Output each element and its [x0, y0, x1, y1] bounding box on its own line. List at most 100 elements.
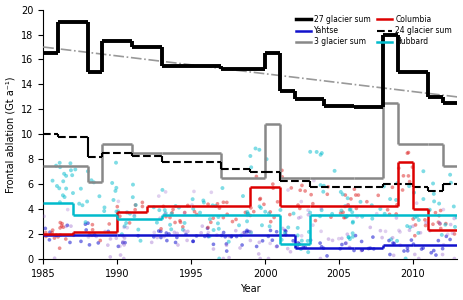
- Point: [352, 233, 359, 238]
- Point: [165, 232, 173, 236]
- Point: [56, 226, 64, 230]
- Point: [56, 160, 63, 165]
- Point: [119, 239, 127, 244]
- Point: [394, 181, 401, 186]
- Point: [437, 226, 444, 231]
- Y-axis label: Frontal ablation (Gt a⁻¹): Frontal ablation (Gt a⁻¹): [6, 76, 16, 193]
- Point: [233, 234, 240, 239]
- Point: [316, 214, 324, 219]
- Point: [435, 238, 442, 243]
- Point: [210, 247, 217, 251]
- Point: [82, 220, 89, 225]
- Point: [189, 206, 197, 211]
- Point: [179, 227, 187, 232]
- Point: [126, 211, 134, 216]
- Point: [358, 248, 365, 253]
- Point: [436, 221, 444, 226]
- Point: [119, 240, 126, 245]
- Point: [182, 232, 190, 237]
- Point: [346, 246, 353, 250]
- Point: [298, 233, 306, 238]
- Point: [247, 229, 255, 234]
- Point: [307, 149, 314, 154]
- Point: [253, 174, 260, 179]
- Point: [430, 191, 438, 196]
- Point: [176, 218, 184, 223]
- Point: [367, 246, 374, 250]
- Point: [346, 245, 353, 250]
- Point: [172, 240, 179, 245]
- Point: [157, 226, 165, 231]
- Point: [114, 209, 122, 214]
- Point: [228, 234, 235, 239]
- Point: [284, 188, 292, 192]
- Point: [118, 232, 125, 237]
- Point: [279, 226, 287, 231]
- Point: [242, 210, 249, 215]
- Point: [358, 214, 366, 219]
- Point: [115, 244, 122, 249]
- Point: [46, 237, 53, 242]
- Point: [243, 228, 250, 233]
- Point: [370, 247, 377, 251]
- Point: [258, 223, 266, 228]
- Point: [253, 244, 260, 249]
- Point: [412, 223, 419, 227]
- Point: [296, 242, 303, 247]
- Point: [282, 229, 289, 234]
- Point: [49, 228, 56, 232]
- Point: [390, 241, 398, 246]
- Point: [386, 212, 393, 217]
- Point: [363, 199, 370, 204]
- Point: [63, 173, 70, 178]
- Point: [157, 229, 164, 234]
- Point: [248, 165, 255, 170]
- Point: [442, 222, 449, 227]
- Point: [421, 218, 429, 222]
- Point: [181, 220, 188, 225]
- Point: [260, 202, 268, 207]
- Point: [317, 183, 324, 188]
- Point: [438, 232, 445, 237]
- Point: [163, 238, 170, 243]
- Point: [353, 206, 360, 211]
- Point: [410, 242, 417, 247]
- Point: [425, 208, 432, 213]
- Point: [150, 234, 157, 239]
- Point: [83, 199, 91, 204]
- Point: [220, 200, 227, 205]
- Point: [278, 168, 286, 173]
- Point: [206, 217, 213, 221]
- Point: [120, 256, 127, 261]
- Point: [399, 188, 406, 192]
- Point: [135, 227, 142, 232]
- Point: [408, 238, 415, 242]
- Point: [442, 221, 450, 226]
- Point: [193, 234, 200, 239]
- Point: [273, 244, 280, 249]
- Point: [181, 211, 188, 215]
- Point: [439, 252, 446, 257]
- Point: [108, 181, 116, 185]
- Point: [440, 242, 447, 247]
- Point: [132, 202, 139, 207]
- Point: [67, 161, 74, 166]
- Point: [69, 191, 77, 196]
- Point: [137, 238, 144, 243]
- Point: [243, 230, 250, 234]
- Point: [56, 233, 64, 238]
- Point: [46, 230, 54, 235]
- Point: [310, 178, 318, 183]
- Point: [415, 231, 422, 236]
- Point: [174, 243, 181, 248]
- Point: [282, 228, 289, 233]
- Point: [244, 219, 251, 224]
- Point: [367, 225, 374, 230]
- Point: [215, 256, 223, 261]
- Point: [439, 246, 446, 251]
- Point: [247, 154, 254, 158]
- Point: [393, 198, 400, 203]
- Point: [93, 234, 100, 239]
- Point: [84, 169, 92, 174]
- Point: [411, 215, 419, 220]
